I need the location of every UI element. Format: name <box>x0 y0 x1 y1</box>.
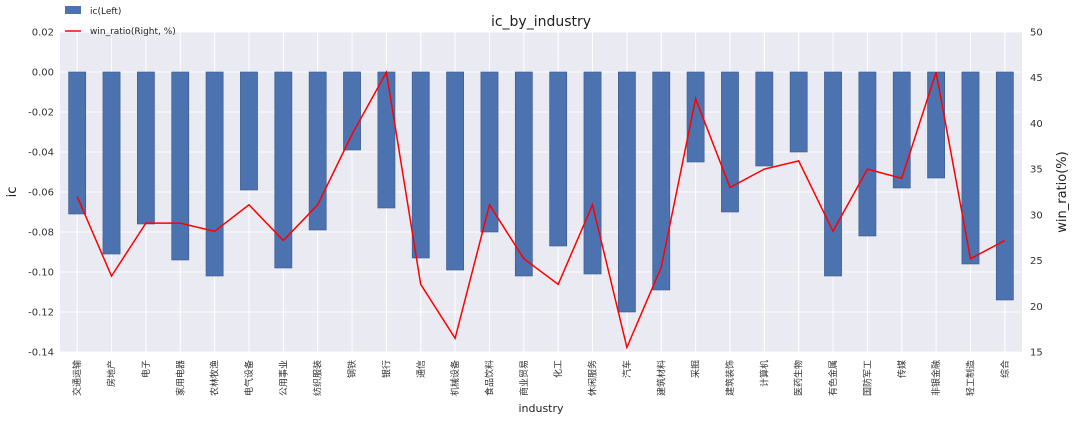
x-tick-label: 轻工制造 <box>964 360 976 396</box>
y-tick-left: 0.02 <box>32 28 54 39</box>
bar-ic <box>583 71 602 275</box>
y-tick-left: -0.12 <box>28 308 54 319</box>
y-tick-right: 25 <box>1030 256 1043 267</box>
y-tick-right: 35 <box>1030 165 1043 176</box>
x-tick-label: 通信 <box>415 360 427 378</box>
x-tick-label: 纺织服装 <box>312 360 324 396</box>
x-tick-label: 汽车 <box>621 360 633 378</box>
bar-ic <box>961 71 980 265</box>
x-tick-label: 国防军工 <box>861 360 873 396</box>
left-axis-ticks: 0.02 0.00 -0.02 -0.04 -0.06 -0.08 -0.10 -0.12 -0… <box>28 28 54 359</box>
bar-series-ic <box>68 71 1014 313</box>
bar-ic <box>995 71 1014 301</box>
y-tick-left: -0.06 <box>28 188 54 199</box>
legend-swatch-ic <box>65 6 81 14</box>
bar-ic <box>446 71 464 271</box>
y-axis-label-left: ic <box>5 187 20 198</box>
bar-ic <box>789 71 808 153</box>
y-tick-right: 15 <box>1030 348 1043 359</box>
x-tick-label: 银行 <box>380 360 392 378</box>
x-tick-label: 医药生物 <box>793 360 805 396</box>
x-tick-label: 食品饮料 <box>483 360 495 396</box>
y-tick-left: -0.04 <box>28 148 54 159</box>
bar-ic <box>377 71 396 209</box>
y-tick-left: -0.02 <box>28 108 54 119</box>
x-tick-label: 综合 <box>999 360 1011 378</box>
legend-label-win-ratio: win_ratio(Right, %) <box>90 27 176 37</box>
y-tick-right: 45 <box>1030 73 1043 84</box>
bar-ic <box>892 71 911 189</box>
x-tick-label: 建筑装饰 <box>724 360 736 396</box>
x-tick-label: 计算机 <box>758 360 770 387</box>
x-axis-label: industry <box>518 402 564 415</box>
bar-ic <box>824 71 842 277</box>
y-tick-right: 50 <box>1030 28 1043 39</box>
x-tick-label: 家用电器 <box>174 360 186 396</box>
bar-ic <box>858 71 877 237</box>
bar-ic <box>102 71 121 255</box>
bar-ic <box>514 71 533 277</box>
x-tick-label: 有色金属 <box>827 360 839 396</box>
bar-ic <box>137 71 155 225</box>
x-tick-label: 传媒 <box>896 360 908 378</box>
x-tick-label: 交通运输 <box>71 360 83 396</box>
x-tick-label: 采掘 <box>690 360 702 378</box>
y-tick-left: -0.14 <box>28 348 54 359</box>
x-tick-label: 非银金融 <box>930 360 942 396</box>
y-tick-left: 0.00 <box>32 68 54 79</box>
y-tick-right: 20 <box>1030 302 1043 313</box>
chart-title: ic_by_industry <box>491 14 591 30</box>
bar-ic <box>274 71 293 269</box>
bar-ic <box>343 71 361 151</box>
bar-ic <box>411 71 430 259</box>
x-tick-label: 公用事业 <box>277 360 289 396</box>
right-axis-ticks: 50 45 40 35 30 25 20 15 <box>1030 28 1043 359</box>
bar-ic <box>549 71 568 247</box>
x-tick-label: 机械设备 <box>449 360 461 396</box>
x-tick-label: 商业贸易 <box>518 360 530 396</box>
bar-ic <box>68 71 87 215</box>
x-tick-label: 电气设备 <box>243 360 255 396</box>
x-tick-label: 建筑材料 <box>655 360 667 396</box>
bar-ic <box>927 71 945 179</box>
bar-ic <box>308 71 327 231</box>
y-tick-left: -0.10 <box>28 268 54 279</box>
x-tick-label: 休闲服务 <box>587 360 599 396</box>
legend-label-ic: ic(Left) <box>90 7 121 17</box>
x-tick-label: 房地产 <box>106 360 118 387</box>
y-tick-left: -0.08 <box>28 228 54 239</box>
bar-ic <box>755 71 774 167</box>
y-tick-right: 30 <box>1030 210 1043 221</box>
legend: ic(Left) win_ratio(Right, %) <box>65 6 176 37</box>
bar-ic <box>721 71 739 213</box>
line-series-win-ratio <box>76 69 1006 350</box>
bar-ic <box>240 71 258 191</box>
bar-ic <box>618 71 636 313</box>
bar-ic <box>205 71 224 277</box>
x-tick-label: 农林牧渔 <box>209 360 221 396</box>
y-tick-right: 40 <box>1030 119 1043 130</box>
bar-ic <box>652 71 671 291</box>
x-axis-ticks: 交通运输 房地产 电子 家用电器 农林牧渔 电气设备 公用事业 纺织服装 钢铁 银行 通信 机械设备 食… <box>71 360 1011 396</box>
x-tick-label: 钢铁 <box>346 360 358 378</box>
y-axis-label-right: win_ratio(%) <box>1055 151 1070 232</box>
bar-ic <box>171 71 190 261</box>
x-tick-label: 化工 <box>552 360 564 378</box>
bar-ic <box>686 71 705 163</box>
bar-ic <box>480 71 499 233</box>
x-tick-label: 电子 <box>140 360 152 378</box>
